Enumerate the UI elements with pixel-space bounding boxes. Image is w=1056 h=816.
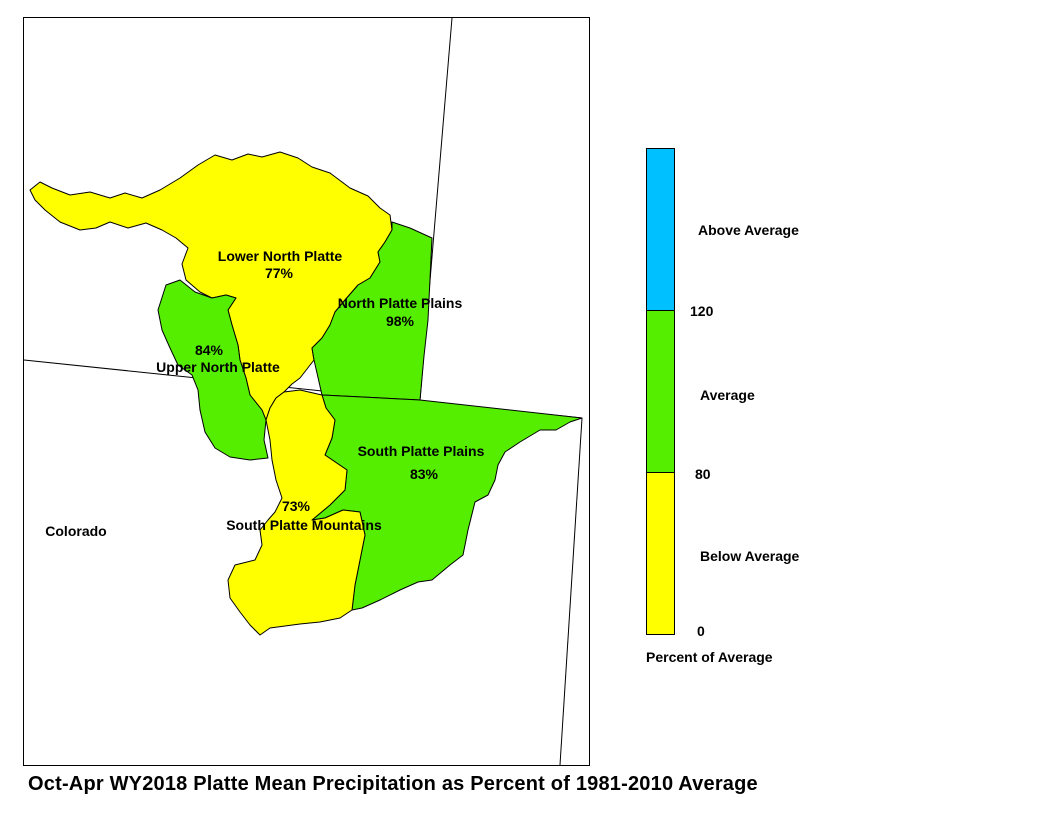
basin-percent-lower-north-platte: 77% (265, 265, 294, 281)
basin-labels: Lower North Platte 77% North Platte Plai… (45, 248, 484, 539)
legend-break-0: 0 (697, 623, 705, 639)
basin-north-platte-plains[interactable] (311, 221, 433, 401)
legend-title: Percent of Average (646, 649, 773, 665)
basin-name-south-platte-plains: South Platte Plains (358, 443, 485, 459)
legend-swatch-average (646, 310, 675, 473)
legend-class-above-label: Above Average (698, 222, 799, 238)
map-title: Oct-Apr WY2018 Platte Mean Precipitation… (28, 773, 758, 795)
legend-swatch-below (646, 472, 675, 635)
co-ne-boundary (559, 417, 583, 766)
legend-break-80: 80 (695, 466, 711, 482)
basin-percent-south-platte-mountains: 73% (282, 498, 311, 514)
basin-name-south-platte-mountains: South Platte Mountains (226, 517, 382, 533)
basin-south-platte-mountains[interactable] (227, 389, 366, 636)
legend-swatch-above (646, 148, 675, 311)
legend-class-below-label: Below Average (700, 548, 800, 564)
basin-upper-north-platte[interactable] (157, 279, 269, 461)
state-label-colorado: Colorado (45, 523, 106, 539)
basin-name-lower-north-platte: Lower North Platte (218, 248, 343, 264)
legend-break-120: 120 (690, 303, 714, 319)
legend-class-average-label: Average (700, 387, 755, 403)
legend: Above Average Average Below Average 120 … (646, 148, 800, 665)
basin-percent-upper-north-platte: 84% (195, 342, 224, 358)
basin-percent-north-platte-plains: 98% (386, 313, 415, 329)
basin-percent-south-platte-plains: 83% (410, 466, 439, 482)
basin-name-upper-north-platte: Upper North Platte (156, 359, 280, 375)
basins (29, 151, 583, 636)
basin-name-north-platte-plains: North Platte Plains (338, 295, 463, 311)
